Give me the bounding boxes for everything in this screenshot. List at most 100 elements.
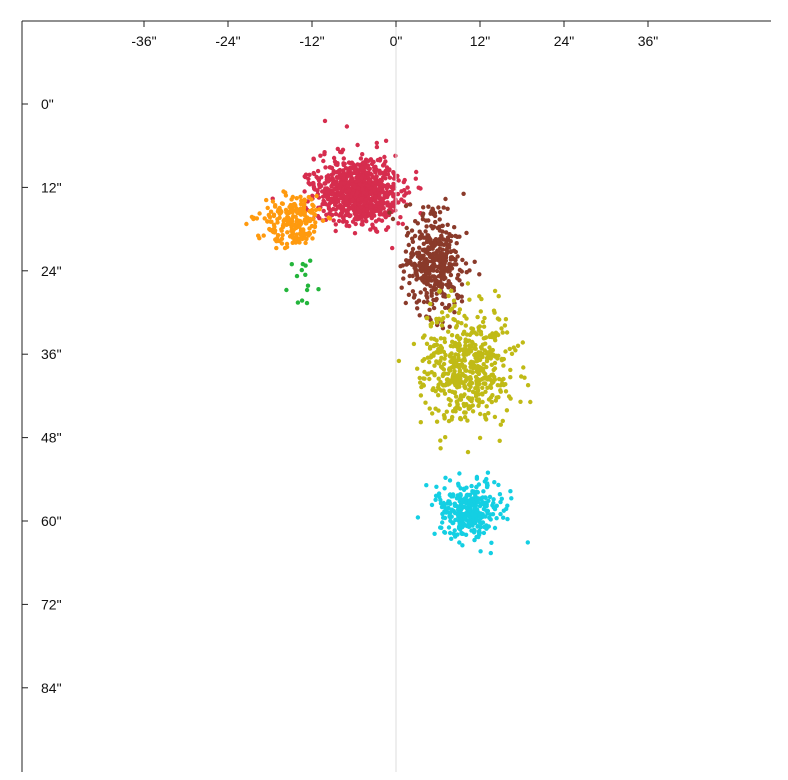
data-point xyxy=(439,223,445,229)
data-point xyxy=(325,194,331,199)
data-point xyxy=(438,279,443,285)
data-point xyxy=(393,208,398,213)
data-point xyxy=(433,389,438,394)
data-point xyxy=(449,536,454,541)
data-point xyxy=(453,517,458,523)
data-point xyxy=(470,403,475,408)
data-point xyxy=(359,222,364,227)
data-point xyxy=(431,251,436,256)
data-point xyxy=(444,507,449,512)
data-point xyxy=(344,194,350,200)
data-point xyxy=(433,497,438,502)
data-point xyxy=(392,186,397,191)
data-point xyxy=(461,486,467,491)
data-point xyxy=(436,205,441,210)
data-point xyxy=(355,190,360,196)
data-point xyxy=(489,399,494,405)
data-point xyxy=(415,515,421,520)
data-point xyxy=(422,333,427,338)
data-point xyxy=(436,408,441,413)
data-point xyxy=(344,124,350,129)
data-point xyxy=(323,186,328,191)
data-point xyxy=(294,273,300,279)
data-point xyxy=(463,261,469,266)
data-point xyxy=(267,213,272,219)
data-point xyxy=(447,232,452,237)
data-point xyxy=(528,399,533,405)
data-point xyxy=(280,232,285,238)
data-point xyxy=(324,190,330,195)
data-point xyxy=(458,393,464,398)
data-point xyxy=(465,376,470,382)
data-point xyxy=(463,385,468,391)
data-point xyxy=(467,508,472,513)
data-point xyxy=(437,217,442,222)
data-point xyxy=(327,216,333,221)
data-point xyxy=(422,280,427,285)
data-point xyxy=(290,203,296,209)
data-point xyxy=(376,208,381,214)
data-point xyxy=(322,152,327,157)
data-point xyxy=(470,340,475,346)
data-point xyxy=(479,501,484,507)
data-point xyxy=(508,367,513,373)
data-point xyxy=(467,297,472,302)
data-point xyxy=(447,324,452,329)
data-point xyxy=(384,192,390,197)
data-point xyxy=(441,349,447,355)
data-point xyxy=(433,275,438,280)
data-point xyxy=(298,202,304,207)
data-point xyxy=(442,391,448,396)
data-point xyxy=(472,537,477,543)
data-point xyxy=(460,347,466,353)
data-point xyxy=(447,530,453,536)
data-point xyxy=(290,231,296,236)
data-point xyxy=(432,373,437,378)
data-point xyxy=(454,262,459,267)
data-point xyxy=(431,297,436,303)
data-point xyxy=(457,234,462,239)
data-point xyxy=(357,181,363,187)
data-point xyxy=(331,171,336,176)
data-point xyxy=(439,323,445,328)
data-point xyxy=(473,346,478,351)
data-point xyxy=(297,224,302,230)
data-point xyxy=(271,212,277,217)
data-point xyxy=(313,220,318,225)
data-point xyxy=(333,211,339,217)
data-point xyxy=(366,158,371,163)
data-point xyxy=(420,358,425,363)
data-point xyxy=(422,247,427,252)
data-point xyxy=(305,283,311,288)
data-point xyxy=(454,399,459,404)
data-point xyxy=(350,165,355,170)
data-point xyxy=(396,221,401,226)
data-point xyxy=(461,521,467,527)
data-point xyxy=(345,180,351,186)
data-point xyxy=(480,354,485,360)
data-point xyxy=(403,203,409,209)
data-point xyxy=(443,475,448,480)
data-point xyxy=(318,153,323,158)
data-point xyxy=(525,383,531,388)
data-point xyxy=(499,326,504,331)
data-point xyxy=(407,280,412,286)
data-point xyxy=(414,273,420,278)
x-tick-label: 24" xyxy=(554,33,575,49)
data-point xyxy=(438,358,443,363)
data-point xyxy=(484,417,489,422)
data-point xyxy=(454,241,459,246)
data-point xyxy=(460,543,465,548)
data-point xyxy=(314,193,319,199)
data-point xyxy=(262,216,267,221)
data-point xyxy=(455,320,461,325)
data-point xyxy=(344,219,349,225)
data-point xyxy=(257,211,262,216)
data-point xyxy=(401,276,406,281)
data-point xyxy=(501,356,506,362)
data-point xyxy=(480,376,485,382)
data-point xyxy=(445,235,451,240)
data-point xyxy=(457,368,463,373)
data-point xyxy=(300,261,305,267)
data-point xyxy=(459,321,464,326)
